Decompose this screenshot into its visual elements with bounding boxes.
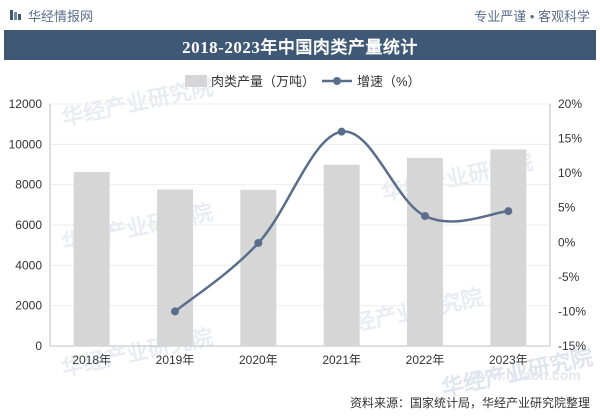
legend-bar-swatch	[185, 75, 207, 87]
growth-point	[421, 212, 429, 221]
y-right-tick-label: 15%	[558, 132, 582, 146]
y-right-tick-label: 10%	[558, 166, 582, 180]
bar	[157, 189, 193, 346]
growth-point	[254, 238, 263, 247]
y-left-tick-label: 12000	[9, 97, 43, 111]
x-tick-label: 2023年	[489, 353, 528, 367]
y-right-tick-label: -15%	[558, 339, 586, 353]
legend-bar-label: 肉类产量（万吨）	[211, 74, 315, 89]
bar	[490, 149, 527, 346]
legend-line-marker	[333, 77, 341, 85]
legend-line-label: 增速（%）	[357, 74, 421, 89]
x-tick-label: 2022年	[406, 353, 445, 367]
y-left-tick-label: 10000	[9, 137, 43, 151]
brand: 华经情报网	[10, 6, 93, 25]
y-right-tick-label: 20%	[558, 97, 582, 111]
y-left-tick-label: 6000	[15, 218, 42, 232]
y-left-tick-label: 8000	[15, 178, 42, 192]
growth-point	[171, 307, 179, 316]
x-tick-label: 2019年	[156, 353, 195, 367]
x-tick-label: 2020年	[239, 353, 278, 367]
bar	[323, 164, 360, 346]
y-right-tick-label: -5%	[558, 270, 580, 284]
y-right-tick-label: 0%	[558, 235, 576, 249]
top-bar: 华经情报网 专业严谨 • 客观科学	[0, 0, 600, 30]
y-left-tick-label: 0	[35, 339, 42, 353]
x-tick-label: 2021年	[322, 353, 361, 367]
source-note: 资料来源：国家统计局，华经产业研究院整理	[349, 396, 590, 410]
x-tick-label: 2018年	[72, 353, 111, 367]
chart-title: 2018-2023年中国肉类产量统计	[182, 37, 418, 57]
bar	[73, 172, 110, 346]
chart: 0 2000 4000 6000 8000 10000 12000 -15% -10% -5% 0%…	[9, 74, 587, 383]
watermark-url: www.huaon.com	[469, 367, 581, 383]
title-bar: 2018-2023年中国肉类产量统计	[4, 30, 596, 60]
bar	[407, 157, 443, 346]
bar	[240, 189, 277, 346]
logo-icon	[10, 10, 21, 20]
y-right-tick-label: -10%	[558, 304, 586, 318]
y-left-tick-label: 4000	[15, 258, 42, 272]
tagline: 专业严谨 • 客观科学	[474, 8, 590, 24]
growth-point	[504, 207, 513, 216]
y-right-tick-label: 5%	[558, 201, 576, 215]
brand-name: 华经情报网	[28, 8, 94, 24]
growth-point	[337, 127, 346, 136]
y-left-tick-label: 2000	[15, 299, 42, 313]
